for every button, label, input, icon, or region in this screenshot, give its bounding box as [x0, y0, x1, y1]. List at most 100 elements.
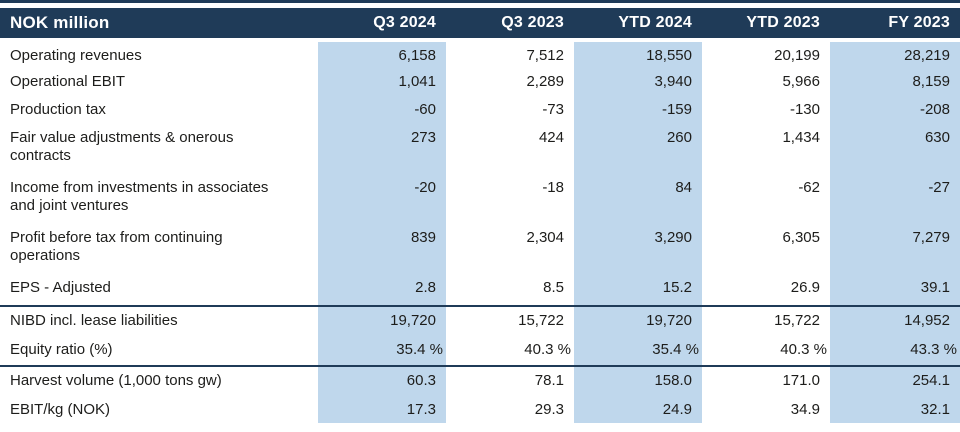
row-label: Fair value adjustments & onerous contrac…	[0, 124, 318, 174]
cell-value: 19,720	[318, 305, 446, 336]
column-header-ytd-2023: YTD 2023	[702, 8, 830, 42]
cell-value: 254.1	[830, 365, 960, 396]
row-label: Operating revenues	[0, 40, 318, 68]
row-label: Production tax	[0, 96, 318, 124]
cell-value: 35.4 %	[574, 336, 702, 366]
cell-value: 2,289	[526, 73, 564, 90]
table-body: Operating revenues 6,158 7,512 18,550 20…	[0, 40, 960, 423]
row-label: EPS - Adjusted	[0, 274, 318, 306]
row-label-text: Harvest volume (1,000 tons gw)	[10, 372, 222, 389]
cell-value: 34.9	[790, 401, 820, 418]
row-label-text: Operational EBIT	[10, 73, 126, 90]
cell-value: 24.9	[574, 396, 702, 423]
table-row-production-tax: Production tax -60 -73 -159 -130 -208	[0, 96, 960, 124]
column-header-q3-2024: Q3 2024	[318, 8, 446, 42]
table-row-harvest-volume: Harvest volume (1,000 tons gw) 60.3 78.1…	[0, 365, 960, 396]
table-row-fair-value-adjustments: Fair value adjustments & onerous contrac…	[0, 124, 960, 174]
row-label: Harvest volume (1,000 tons gw)	[0, 365, 318, 396]
cell-value: 26.9	[790, 279, 820, 296]
table-row-equity-ratio: Equity ratio (%) 35.4 % 40.3 % 35.4 % 40…	[0, 336, 960, 366]
cell-value: 7,512	[526, 47, 564, 64]
cell-value: 20,199	[774, 47, 820, 64]
financial-summary-table: NOK million Q3 2024 Q3 2023 YTD 2024 YTD…	[0, 8, 960, 423]
row-label: Operational EBIT	[0, 68, 318, 96]
cell-value: 839	[318, 224, 446, 274]
cell-value: 8.5	[543, 279, 564, 296]
cell-value: 40.3 %	[780, 341, 827, 358]
cell-value: 60.3	[318, 365, 446, 396]
table-row-ebit-per-kg: EBIT/kg (NOK) 17.3 29.3 24.9 34.9 32.1	[0, 396, 960, 423]
cell-value: 3,290	[574, 224, 702, 274]
cell-value: 6,305	[782, 229, 820, 246]
column-header-q3-2023: Q3 2023	[446, 8, 574, 42]
table-row-profit-before-tax: Profit before tax from continuing operat…	[0, 224, 960, 274]
table-header: NOK million Q3 2024 Q3 2023 YTD 2024 YTD…	[0, 8, 960, 42]
cell-value: 424	[538, 129, 564, 146]
cell-value: 8,159	[830, 68, 960, 96]
cell-value: -73	[542, 101, 564, 118]
cell-value: 171.0	[702, 365, 830, 396]
cell-value: 32.1	[830, 396, 960, 423]
cell-value: 43.3 %	[830, 336, 960, 366]
row-label-text: EBIT/kg (NOK)	[10, 401, 111, 418]
cell-value: -20	[318, 174, 446, 224]
row-label: Profit before tax from continuing operat…	[0, 224, 318, 274]
cell-value: 39.1	[830, 274, 960, 306]
row-label: EBIT/kg (NOK)	[0, 396, 318, 423]
cell-value: 260	[574, 124, 702, 174]
cell-value: 158.0	[574, 365, 702, 396]
row-label: NIBD incl. lease liabilities	[0, 305, 318, 336]
table-row-operating-revenues: Operating revenues 6,158 7,512 18,550 20…	[0, 40, 960, 68]
cell-value: 35.4 %	[318, 336, 446, 366]
row-label-text: Production tax	[10, 101, 106, 118]
cell-value: 78.1	[446, 365, 574, 396]
cell-value: 28,219	[830, 40, 960, 68]
column-header-ytd-2024: YTD 2024	[574, 8, 702, 42]
cell-value: -130	[789, 101, 820, 118]
cell-value: 5,966	[782, 73, 820, 90]
cell-value: 29.3	[534, 401, 564, 418]
header-unit-label: NOK million	[0, 8, 318, 42]
cell-value: 19,720	[574, 305, 702, 336]
row-label-text: Income from investments in associates an…	[10, 179, 269, 214]
row-label-text: Operating revenues	[10, 47, 142, 64]
row-label-text: NIBD incl. lease liabilities	[10, 312, 178, 329]
cell-value: 7,279	[830, 224, 960, 274]
cell-value: 40.3 %	[524, 341, 571, 358]
row-label-text: Profit before tax from continuing operat…	[10, 229, 223, 264]
cell-value: 1,434	[782, 129, 820, 146]
header-row: NOK million Q3 2024 Q3 2023 YTD 2024 YTD…	[0, 8, 960, 42]
cell-value: 17.3	[318, 396, 446, 423]
table-row-income-from-investments: Income from investments in associates an…	[0, 174, 960, 224]
row-label-text: EPS - Adjusted	[10, 279, 111, 296]
cell-value: 1,041	[318, 68, 446, 96]
table-row-eps-adjusted: EPS - Adjusted 2.8 8.5 15.2 26.9 39.1	[0, 274, 960, 306]
cell-value: -60	[318, 96, 446, 124]
cell-value: 3,940	[574, 68, 702, 96]
cell-value: -159	[574, 96, 702, 124]
row-label: Equity ratio (%)	[0, 336, 318, 366]
row-label-text: Fair value adjustments & onerous contrac…	[10, 129, 234, 164]
cell-value: -208	[830, 96, 960, 124]
cell-value: 18,550	[574, 40, 702, 68]
table-row-operational-ebit: Operational EBIT 1,041 2,289 3,940 5,966…	[0, 68, 960, 96]
cell-value: 2.8	[318, 274, 446, 306]
cell-value: 15,722	[446, 305, 574, 336]
column-header-fy-2023: FY 2023	[830, 8, 960, 42]
cell-value: 2,304	[526, 229, 564, 246]
cell-value: 630	[830, 124, 960, 174]
cell-value: -27	[830, 174, 960, 224]
cell-value: -62	[798, 179, 820, 196]
row-label-text: Equity ratio (%)	[10, 341, 113, 358]
table-row-nibd: NIBD incl. lease liabilities 19,720 15,7…	[0, 305, 960, 336]
row-label: Income from investments in associates an…	[0, 174, 318, 224]
cell-value: 15.2	[574, 274, 702, 306]
cell-value: 6,158	[318, 40, 446, 68]
cell-value: 14,952	[830, 305, 960, 336]
top-rule-divider	[0, 0, 960, 3]
cell-value: -18	[542, 179, 564, 196]
cell-value: 273	[318, 124, 446, 174]
cell-value: 84	[574, 174, 702, 224]
cell-value: 15,722	[702, 305, 830, 336]
